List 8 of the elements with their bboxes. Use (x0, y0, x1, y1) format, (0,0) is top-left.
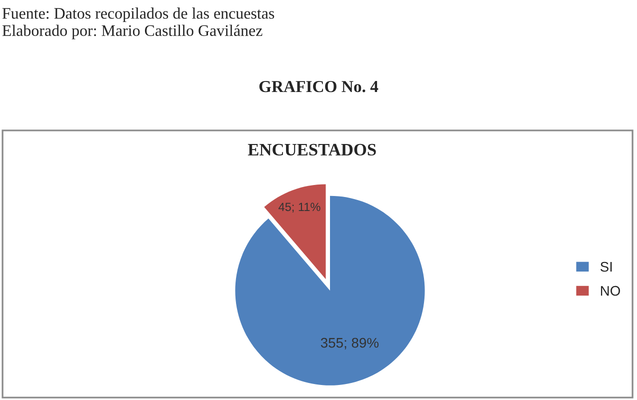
source-note: Fuente: Datos recopilados de las encuestas (2, 8, 274, 22)
text: GRAFICO No. 4 (259, 80, 378, 92)
data-label: 355; 89% (320, 338, 379, 350)
legend-label: SI (600, 262, 612, 272)
legend-label: NO (600, 286, 620, 296)
text: Elaborado por: Mario Castillo Gavilánez (2, 24, 262, 40)
data-label: 45; 11% (278, 202, 320, 212)
chart-title: ENCUESTADOS (248, 144, 376, 156)
